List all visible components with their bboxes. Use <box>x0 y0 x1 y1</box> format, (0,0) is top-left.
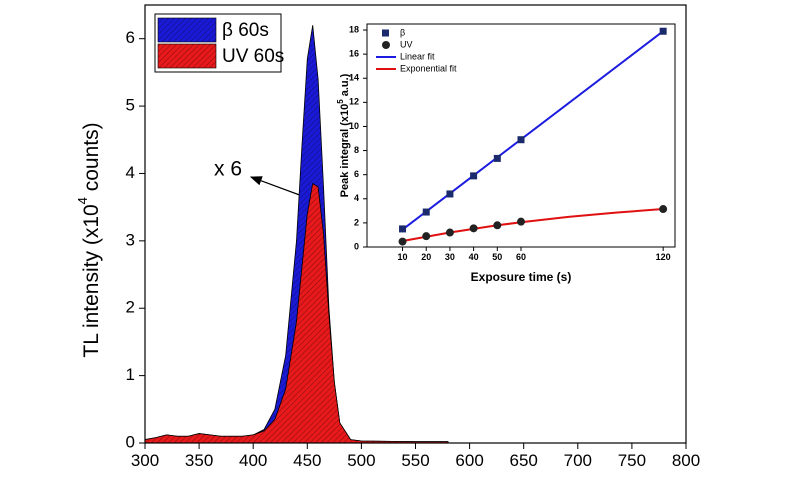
y-tick-label: 2 <box>354 217 359 227</box>
y-tick-label: 2 <box>126 298 135 317</box>
x-tick-label: 500 <box>347 451 375 470</box>
marker <box>445 228 454 237</box>
x-tick-label: 60 <box>516 252 526 262</box>
marker <box>659 27 667 35</box>
area-hatch <box>144 182 449 444</box>
y-label-part: a.u.) <box>339 73 351 99</box>
y-axis-label: Peak integral (x105 a.u.) <box>336 73 351 197</box>
y-tick-label: 4 <box>354 193 359 203</box>
x-tick-label: 10 <box>398 252 408 262</box>
y-tick-label: 10 <box>349 121 359 131</box>
marker <box>517 136 525 144</box>
y-tick-label: 6 <box>126 28 135 47</box>
y-tick-label: 0 <box>126 432 135 451</box>
x-tick-label: 400 <box>239 451 267 470</box>
x-tick-label: 50 <box>492 252 502 262</box>
y-tick-label: 3 <box>126 230 135 249</box>
legend-label: Linear fit <box>400 51 435 61</box>
marker <box>470 172 478 180</box>
marker <box>469 224 478 233</box>
x-tick-label: 300 <box>131 451 159 470</box>
x-tick-label: 600 <box>455 451 483 470</box>
x-tick-label: 650 <box>510 451 538 470</box>
x-tick-label: 350 <box>185 451 213 470</box>
legend-label: UV 60s <box>222 46 284 67</box>
y-tick-label: 12 <box>349 97 359 107</box>
y-tick-label: 14 <box>349 73 359 83</box>
marker <box>399 225 407 233</box>
legend-marker <box>382 41 390 49</box>
x-tick-label: 700 <box>564 451 592 470</box>
y-label-part: Peak integral (x10 <box>339 104 351 198</box>
y-label-sup: 4 <box>75 197 90 204</box>
y-label-part: 5 <box>336 99 345 104</box>
y-tick-label: 5 <box>126 96 135 115</box>
legend-label: β <box>400 27 405 37</box>
y-tick-label: 4 <box>126 163 135 182</box>
legend-label: UV <box>400 39 413 49</box>
x-tick-label: 20 <box>421 252 431 262</box>
x-tick-label: 120 <box>656 252 671 262</box>
fit-line <box>401 30 664 231</box>
marker <box>517 217 525 226</box>
marker <box>493 221 502 230</box>
y-axis-label: TL intensity (x104 counts) <box>75 122 102 357</box>
y-tick-label: 1 <box>126 365 135 384</box>
annotation-arrow <box>249 176 306 198</box>
marker <box>659 205 668 214</box>
marker <box>446 190 454 198</box>
annotation: x 6 <box>214 158 242 181</box>
y-label-part: TL intensity (x10 <box>80 204 103 357</box>
x-axis-label: Exposure time (s) <box>471 270 572 284</box>
x-tick-label: 750 <box>618 451 646 470</box>
legend-marker <box>382 29 389 37</box>
x-tick-label: 800 <box>672 451 700 470</box>
y-tick-label: 16 <box>349 49 359 59</box>
y-tick-label: 0 <box>354 241 359 251</box>
x-tick-label: 30 <box>445 252 455 262</box>
y-tick-label: 18 <box>349 24 359 34</box>
x-tick-label: 40 <box>469 252 479 262</box>
marker <box>422 232 431 241</box>
marker <box>422 208 430 216</box>
legend-hatch <box>158 44 216 68</box>
y-label-part: counts) <box>80 122 103 197</box>
x-tick-label: 550 <box>401 451 429 470</box>
y-tick-label: 6 <box>354 169 359 179</box>
marker <box>493 154 501 162</box>
marker <box>398 237 407 246</box>
legend-label: β 60s <box>222 20 269 41</box>
legend-label: Exponential fit <box>400 63 457 73</box>
legend-hatch <box>158 18 216 42</box>
x-tick-label: 450 <box>293 451 321 470</box>
y-tick-label: 8 <box>354 145 359 155</box>
